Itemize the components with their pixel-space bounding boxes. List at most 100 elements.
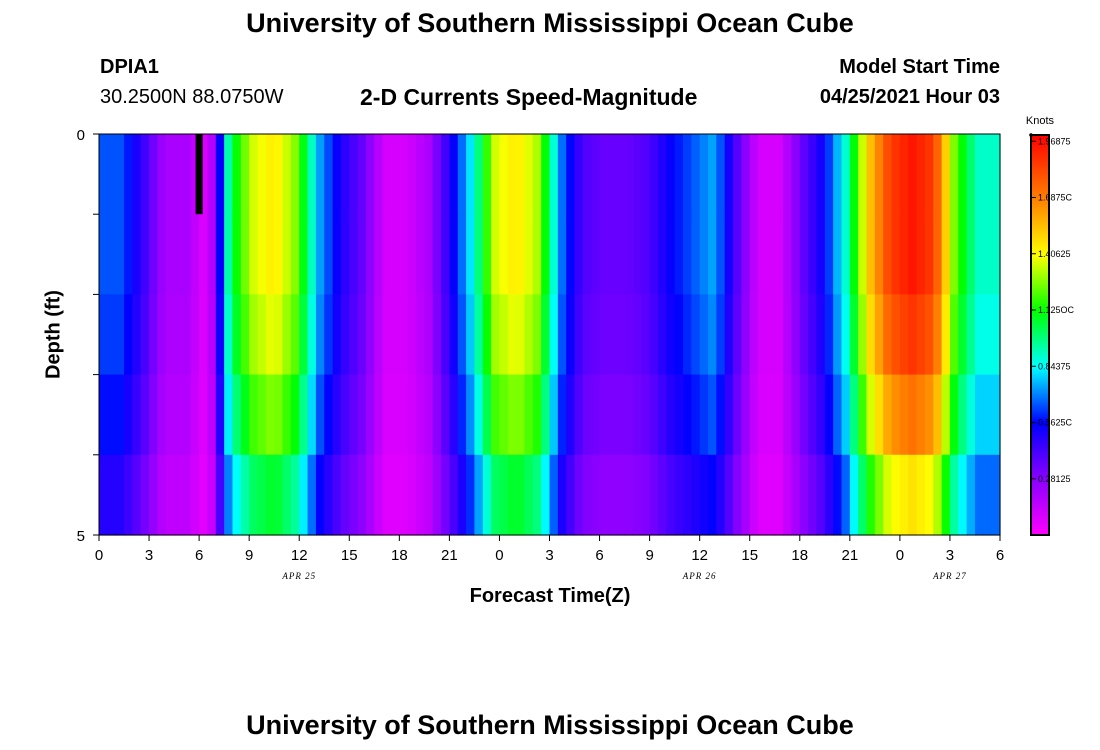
page-title: University of Southern Mississippi Ocean… (246, 8, 854, 38)
heatmap-cell (299, 374, 309, 456)
heatmap-cell (866, 134, 876, 215)
heatmap-cell (883, 374, 893, 456)
heatmap-cell (983, 214, 993, 295)
heatmap-cell (991, 214, 1001, 295)
x-tick-label: 15 (341, 547, 358, 564)
heatmap-cell (874, 214, 884, 295)
heatmap-cell (791, 214, 801, 295)
heatmap-cell (591, 134, 601, 215)
heatmap-cell (449, 454, 459, 536)
heatmap-cell (532, 374, 542, 456)
heatmap-cell (624, 134, 634, 215)
chart-title: 2-D Currents Speed-Magnitude (360, 84, 698, 110)
heatmap-cell (774, 214, 784, 295)
heatmap-cell (407, 214, 417, 295)
heatmap-cell (482, 134, 492, 215)
heatmap-cell (157, 294, 167, 376)
heatmap-cell (899, 134, 909, 215)
heatmap-cell (449, 214, 459, 295)
heatmap-cell (466, 454, 476, 536)
heatmap-cells (99, 134, 1001, 536)
heatmap-cell (516, 374, 526, 456)
heatmap-cell (866, 454, 876, 536)
heatmap-cell (924, 454, 934, 536)
heatmap-cell (549, 374, 559, 456)
heatmap-cell (424, 214, 434, 295)
heatmap-cell (399, 214, 409, 295)
heatmap-cell (724, 454, 734, 536)
heatmap-cell (349, 454, 359, 536)
heatmap-cell (708, 374, 717, 456)
heatmap-cell (591, 374, 601, 456)
x-tick-label: 9 (645, 547, 653, 564)
heatmap-cell (265, 374, 275, 456)
heatmap-cell (749, 454, 759, 536)
heatmap-cell (708, 294, 717, 376)
heatmap-cell (424, 134, 434, 215)
heatmap-cell (974, 454, 984, 536)
heatmap-cell (716, 294, 726, 376)
x-tick-label: 0 (95, 547, 103, 564)
heatmap-cell (182, 454, 192, 536)
heatmap-cell (766, 454, 776, 536)
heatmap-cell (524, 374, 534, 456)
heatmap-cell (841, 134, 851, 215)
heatmap-cell (933, 374, 943, 456)
heatmap-cell (265, 294, 275, 376)
heatmap-cell (499, 214, 509, 295)
marker-bar (195, 134, 203, 215)
heatmap-cell (374, 294, 384, 376)
heatmap-cell (382, 294, 392, 376)
heatmap-cell (182, 294, 192, 376)
heatmap-cell (357, 134, 367, 215)
heatmap-cell (165, 214, 175, 295)
heatmap-cell (190, 454, 200, 536)
heatmap-cell (382, 134, 392, 215)
heatmap-cell (240, 454, 250, 536)
heatmap-cell (491, 454, 501, 536)
heatmap-cell (849, 134, 859, 215)
heatmap-cell (574, 134, 584, 215)
date-label: APR 26 (682, 571, 717, 581)
heatmap-cell (140, 454, 150, 536)
heatmap-cell (541, 294, 551, 376)
heatmap-cell (783, 374, 793, 456)
heatmap-cell (165, 454, 175, 536)
heatmap-cell (891, 214, 901, 295)
heatmap-cell (632, 294, 642, 376)
heatmap-cell (833, 214, 843, 295)
heatmap-cell (332, 134, 342, 215)
heatmap-cell (616, 134, 626, 215)
heatmap-cell (749, 214, 759, 295)
heatmap-cell (240, 294, 250, 376)
heatmap-cell (632, 454, 642, 536)
heatmap-cell (766, 294, 776, 376)
heatmap-cell (741, 374, 751, 456)
heatmap-cell (499, 374, 509, 456)
heatmap-cell (224, 294, 234, 376)
heatmap-cell (349, 294, 359, 376)
heatmap-cell (290, 454, 300, 536)
heatmap-cell (466, 294, 476, 376)
heatmap-cell (432, 294, 442, 376)
heatmap-cell (374, 134, 384, 215)
heatmap-cell (224, 374, 234, 456)
heatmap-cell (874, 374, 884, 456)
heatmap-cell (691, 294, 701, 376)
heatmap-cell (649, 214, 659, 295)
x-tick-label: 6 (996, 547, 1004, 564)
heatmap-cell (115, 134, 125, 215)
heatmap-cell (416, 214, 425, 295)
heatmap-cell (674, 294, 684, 376)
heatmap-cell (149, 214, 158, 295)
heatmap-cell (674, 454, 684, 536)
heatmap-cell (591, 294, 601, 376)
heatmap-cell (616, 214, 626, 295)
heatmap-cell (332, 294, 342, 376)
heatmap-cell (599, 214, 609, 295)
heatmap-cell (466, 134, 476, 215)
heatmap-cell (849, 454, 859, 536)
heatmap-cell (290, 374, 300, 456)
heatmap-cell (958, 134, 968, 215)
heatmap-cell (858, 134, 868, 215)
